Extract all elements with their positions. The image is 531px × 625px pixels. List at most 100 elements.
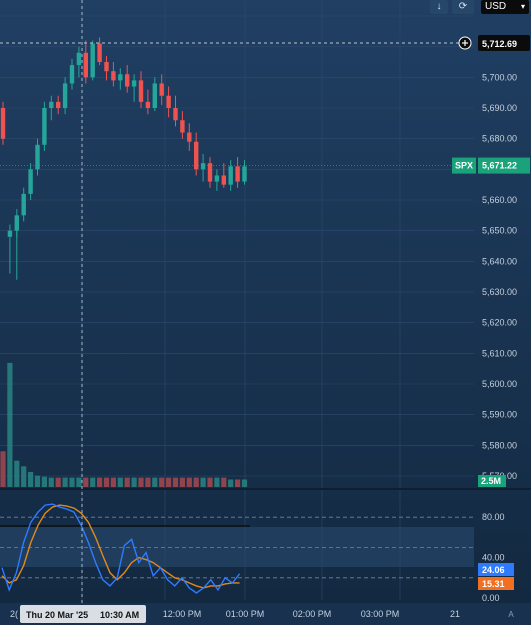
volume-bar (186, 477, 192, 487)
volume-bar (124, 477, 130, 487)
candle (28, 163, 33, 200)
volume-bar (28, 471, 34, 487)
candle (62, 77, 68, 115)
candle-body (14, 215, 19, 231)
crosshair-time: 10:30 AM (100, 610, 139, 620)
candle (159, 74, 164, 105)
candle-body (83, 52, 88, 78)
candle (104, 55, 109, 81)
candle (131, 74, 137, 102)
volume-bar (193, 477, 199, 487)
candle (56, 95, 61, 115)
candle (42, 101, 47, 151)
candle-body (111, 71, 116, 81)
candle (166, 86, 171, 118)
download-button[interactable]: ↓ (430, 0, 448, 14)
volume-tag (478, 475, 506, 487)
oscillator-axis-label: 0.00 (482, 593, 500, 603)
stoch-k-tag (478, 563, 514, 576)
candle-body (104, 62, 109, 72)
time-axis-label: 02:00 PM (293, 609, 332, 619)
crosshair-price: 5,712.69 (482, 39, 517, 49)
candle (138, 71, 144, 108)
candle-body (21, 193, 26, 216)
candle-body (152, 83, 157, 108)
candle (90, 40, 95, 81)
candle (187, 123, 192, 151)
price-axis[interactable]: 5,720.005,700.005,690.005,680.005,670.00… (452, 1, 530, 487)
volume-bar (179, 477, 185, 487)
time-axis[interactable]: 2(Thu 20 Mar '25 10:30 AM 12:00 PM 01:00 PM… (0, 603, 531, 625)
crosshair-time-tag (20, 605, 146, 623)
chevron-down-icon: ▾ (520, 2, 525, 11)
candle-body (62, 83, 68, 108)
candle-body (90, 43, 95, 78)
volume-bar (103, 477, 110, 487)
volume-bar (214, 477, 220, 487)
candle (152, 77, 157, 112)
plus-circle-icon[interactable] (458, 36, 472, 50)
currency-select[interactable]: USD ▾ (481, 0, 529, 14)
volume-bar (138, 477, 144, 487)
refresh-button[interactable]: ⟳ (452, 0, 474, 14)
stochastic-oscillator (0, 503, 474, 594)
candle-body (131, 80, 137, 87)
candle (200, 154, 206, 182)
price-axis-label: 5,680.00 (482, 134, 517, 144)
candle (145, 89, 151, 115)
candle (0, 101, 6, 145)
candle-body (173, 108, 178, 121)
volume-bar (207, 477, 213, 487)
volume-bar (131, 477, 137, 487)
candle-body (221, 175, 226, 185)
volume-bar (69, 477, 75, 487)
crosshair (0, 0, 474, 605)
candle-body (7, 230, 13, 237)
price-axis-label: 5,580.00 (482, 440, 517, 450)
volume-bar (152, 477, 158, 487)
candle-body (49, 101, 54, 108)
candle (111, 62, 116, 87)
candle-body (242, 166, 247, 182)
candle-body (76, 52, 82, 66)
oscillator-axis-label: 80.00 (482, 512, 505, 522)
stoch-d-tag (478, 577, 514, 590)
candle-body (118, 74, 123, 81)
volume-bar (76, 477, 82, 487)
volume-bar (0, 451, 6, 487)
volume-bar (14, 460, 20, 487)
volume-bar (221, 477, 227, 487)
candle-body (180, 120, 185, 133)
volume-label: 2.5M (481, 476, 501, 486)
volume-bar (83, 477, 89, 487)
candle-body (228, 166, 233, 185)
price-axis-label: 5,660.00 (482, 195, 517, 205)
candle (83, 40, 88, 84)
price-axis-label: 5,640.00 (482, 256, 517, 266)
candle (180, 111, 185, 139)
volume-bar (145, 477, 151, 487)
candle-body (97, 43, 102, 62)
candle-body (159, 83, 164, 96)
time-axis-label: 21 (450, 609, 460, 619)
candle (235, 157, 240, 188)
time-axis-label: 01:00 PM (226, 609, 265, 619)
candle (125, 65, 130, 93)
volume-bar (34, 475, 41, 487)
candle (118, 68, 123, 90)
volume-bar (55, 477, 61, 487)
candle-body (42, 108, 47, 145)
candle (21, 187, 26, 222)
volume-bar (21, 466, 27, 487)
crosshair-date: Thu 20 Mar '25 (26, 610, 88, 620)
stoch-d-value: 15.31 (482, 579, 505, 589)
candle-body (235, 166, 240, 182)
candle (214, 169, 220, 191)
candles (0, 37, 247, 280)
candle (35, 138, 40, 176)
volume-bar (235, 479, 241, 487)
auto-scale-icon: A (508, 610, 514, 619)
candle-body (194, 141, 199, 170)
